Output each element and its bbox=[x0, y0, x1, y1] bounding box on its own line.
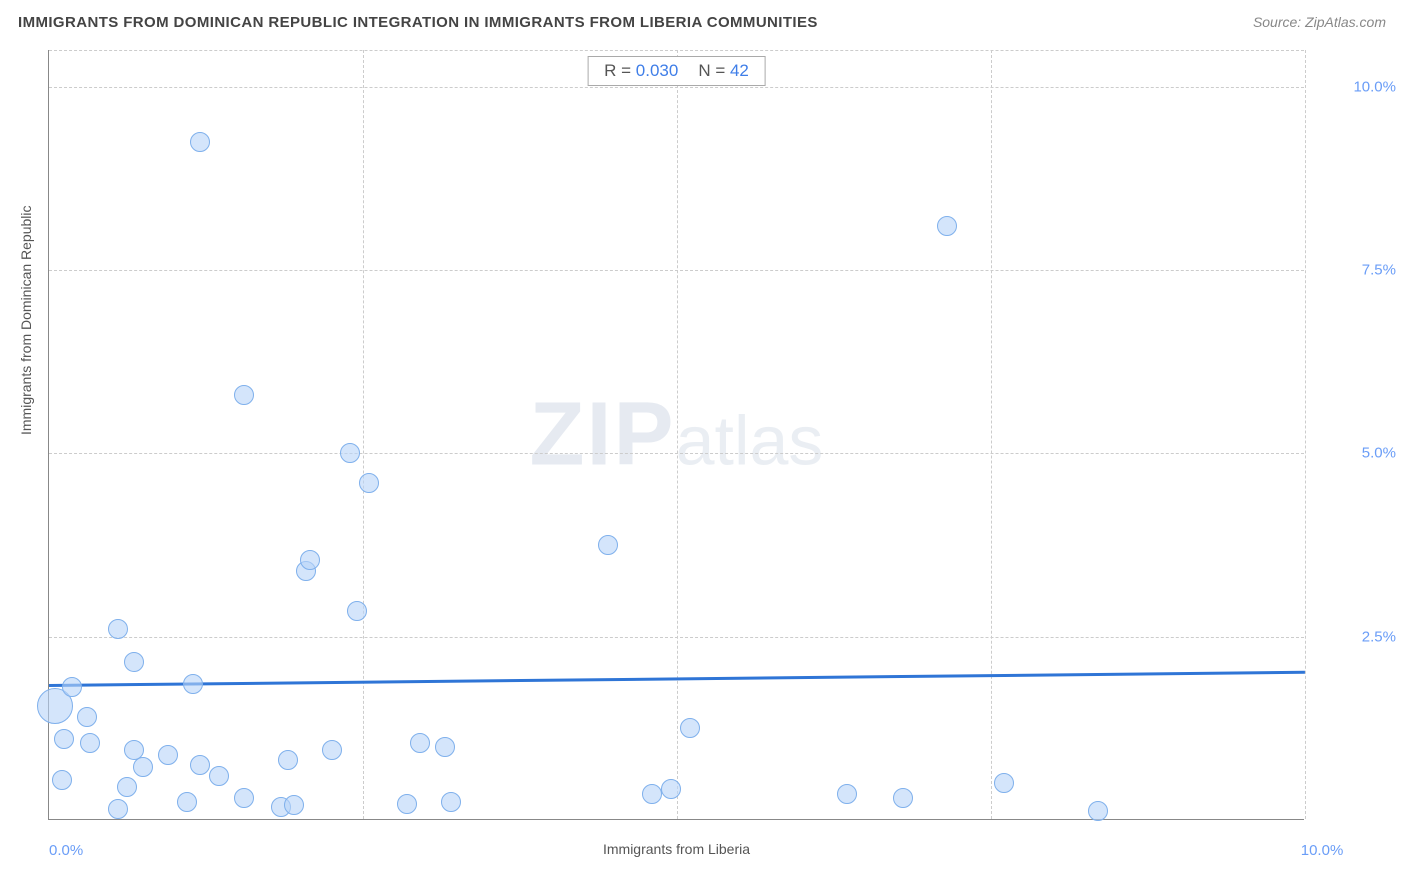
x-tick-label: 10.0% bbox=[1301, 842, 1344, 859]
r-value: 0.030 bbox=[636, 61, 679, 80]
y-axis-label: Immigrants from Dominican Republic bbox=[18, 205, 34, 435]
data-point[interactable] bbox=[183, 674, 203, 694]
data-point[interactable] bbox=[284, 795, 304, 815]
data-point[interactable] bbox=[234, 788, 254, 808]
data-point[interactable] bbox=[642, 784, 662, 804]
n-stat: N = 42 bbox=[698, 61, 749, 81]
x-axis-label: Immigrants from Liberia bbox=[603, 841, 750, 857]
watermark-bold: ZIP bbox=[530, 384, 676, 484]
data-point[interactable] bbox=[108, 799, 128, 819]
data-point[interactable] bbox=[190, 755, 210, 775]
data-point[interactable] bbox=[937, 216, 957, 236]
data-point[interactable] bbox=[441, 792, 461, 812]
y-tick-label: 2.5% bbox=[1310, 628, 1396, 645]
data-point[interactable] bbox=[108, 619, 128, 639]
header-bar: IMMIGRANTS FROM DOMINICAN REPUBLIC INTEG… bbox=[0, 0, 1406, 44]
data-point[interactable] bbox=[117, 777, 137, 797]
data-point[interactable] bbox=[177, 792, 197, 812]
watermark-light: atlas bbox=[676, 401, 824, 479]
data-point[interactable] bbox=[190, 132, 210, 152]
data-point[interactable] bbox=[52, 770, 72, 790]
r-stat: R = 0.030 bbox=[604, 61, 678, 81]
data-point[interactable] bbox=[598, 535, 618, 555]
n-value: 42 bbox=[730, 61, 749, 80]
data-point[interactable] bbox=[661, 779, 681, 799]
r-label: R = bbox=[604, 61, 636, 80]
data-point[interactable] bbox=[359, 473, 379, 493]
source-prefix: Source: bbox=[1253, 14, 1305, 30]
gridline-vertical bbox=[677, 50, 678, 819]
data-point[interactable] bbox=[994, 773, 1014, 793]
data-point[interactable] bbox=[435, 737, 455, 757]
source-attribution: Source: ZipAtlas.com bbox=[1253, 14, 1386, 30]
data-point[interactable] bbox=[124, 652, 144, 672]
data-point[interactable] bbox=[837, 784, 857, 804]
data-point[interactable] bbox=[62, 677, 82, 697]
source-name: ZipAtlas.com bbox=[1305, 14, 1386, 30]
gridline-vertical bbox=[1305, 50, 1306, 819]
gridline-vertical bbox=[363, 50, 364, 819]
data-point[interactable] bbox=[77, 707, 97, 727]
data-point[interactable] bbox=[340, 443, 360, 463]
data-point[interactable] bbox=[322, 740, 342, 760]
data-point[interactable] bbox=[300, 550, 320, 570]
x-tick-label: 0.0% bbox=[49, 842, 83, 859]
data-point[interactable] bbox=[680, 718, 700, 738]
data-point[interactable] bbox=[1088, 801, 1108, 821]
y-tick-label: 10.0% bbox=[1310, 78, 1396, 95]
y-tick-label: 5.0% bbox=[1310, 445, 1396, 462]
data-point[interactable] bbox=[397, 794, 417, 814]
data-point[interactable] bbox=[80, 733, 100, 753]
data-point[interactable] bbox=[158, 745, 178, 765]
y-tick-label: 7.5% bbox=[1310, 262, 1396, 279]
gridline-vertical bbox=[991, 50, 992, 819]
chart-title: IMMIGRANTS FROM DOMINICAN REPUBLIC INTEG… bbox=[18, 14, 818, 31]
stats-legend: R = 0.030 N = 42 bbox=[587, 56, 766, 86]
data-point[interactable] bbox=[234, 385, 254, 405]
data-point[interactable] bbox=[278, 750, 298, 770]
data-point[interactable] bbox=[209, 766, 229, 786]
data-point[interactable] bbox=[893, 788, 913, 808]
data-point[interactable] bbox=[54, 729, 74, 749]
data-point[interactable] bbox=[410, 733, 430, 753]
data-point[interactable] bbox=[347, 601, 367, 621]
n-label: N = bbox=[698, 61, 730, 80]
data-point[interactable] bbox=[133, 757, 153, 777]
scatter-chart: ZIPatlas R = 0.030 N = 42 Immigrants fro… bbox=[48, 50, 1304, 820]
